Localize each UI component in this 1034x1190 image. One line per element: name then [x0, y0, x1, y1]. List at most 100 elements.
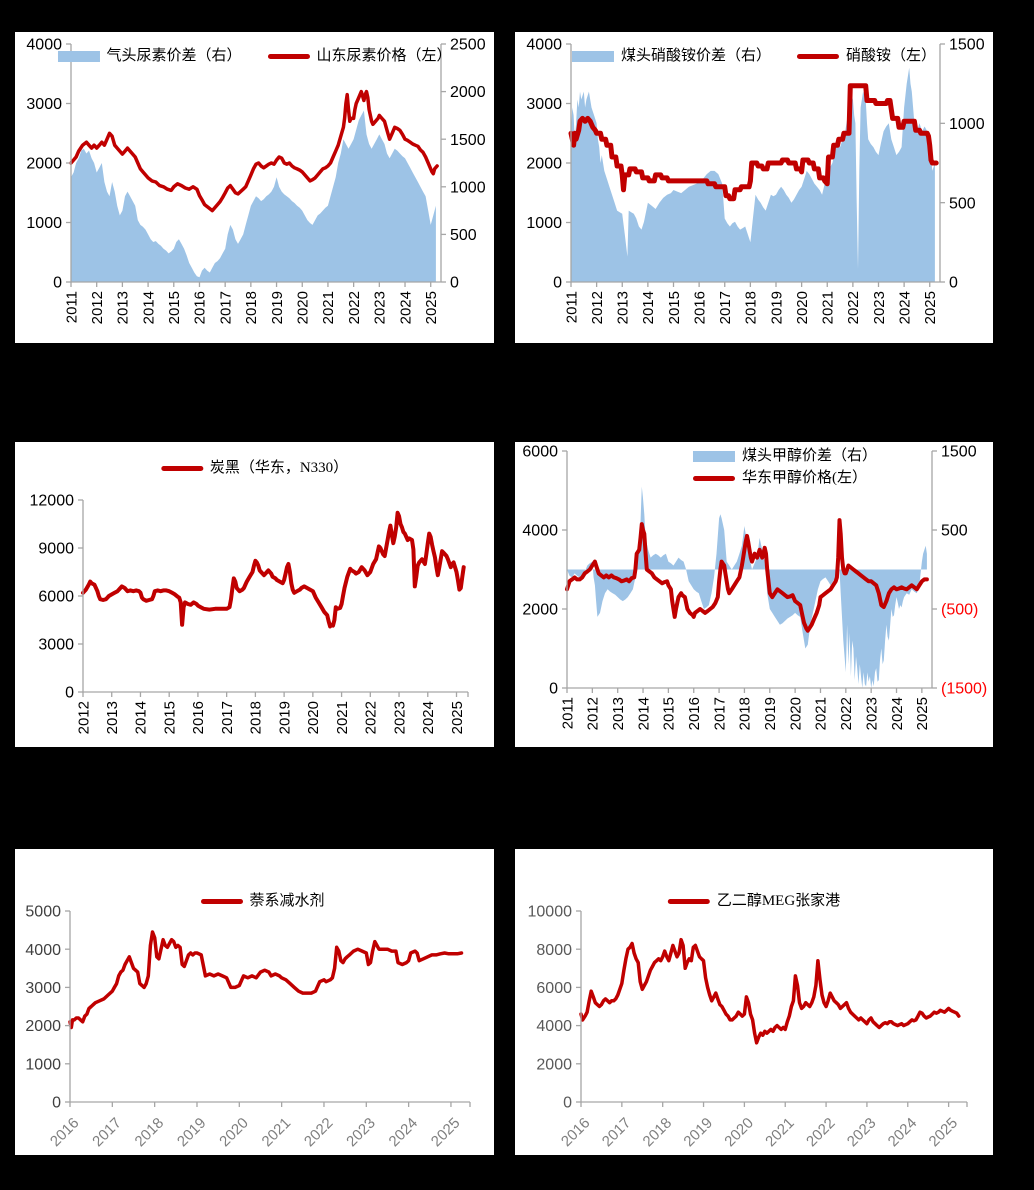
- x-axis-tick-label: 2018: [743, 291, 760, 324]
- x-axis-tick-label: 2012: [89, 291, 106, 324]
- right-axis-tick-label: 1500: [949, 37, 985, 54]
- legend-item: 乙二醇MEG张家港: [667, 893, 841, 910]
- left-axis-tick-label: 5000: [25, 904, 61, 921]
- x-axis-tick-label: 2013: [115, 291, 132, 324]
- legend-line-swatch-icon: [267, 54, 310, 60]
- left-axis-tick-label: 4000: [25, 942, 61, 959]
- left-axis-tick-label: 3000: [25, 980, 61, 997]
- left-axis-tick-label: 3000: [26, 96, 62, 113]
- legend-label: 硝酸铵（左）: [846, 48, 937, 64]
- x-axis-tick-label: 2018: [243, 291, 260, 324]
- right-axis-tick-label: 1000: [450, 179, 486, 196]
- x-axis-tick-label: 2020: [305, 701, 322, 734]
- x-axis-tick-label: 2017: [711, 697, 728, 730]
- x-axis-tick-label: 2011: [563, 291, 580, 323]
- legend-label: 乙二醇MEG张家港: [716, 893, 841, 909]
- area-series: [71, 110, 436, 282]
- right-axis-tick-label: 2500: [450, 37, 486, 54]
- x-axis-tick-label: 2019: [768, 291, 785, 324]
- left-axis-tick-label: 6000: [38, 589, 74, 606]
- x-axis-tick-label: 2023: [372, 291, 389, 324]
- right-axis-tick-label: 0: [949, 275, 958, 292]
- axes: [66, 43, 446, 287]
- left-axis-tick-label: 2000: [25, 1018, 61, 1035]
- left-axis-tick-label: 12000: [30, 493, 75, 510]
- line-series: [568, 83, 939, 202]
- x-axis-tick-label: 2016: [558, 1115, 594, 1151]
- x-axis-tick-label: 2013: [104, 701, 121, 734]
- x-axis-tick-label: 2015: [666, 291, 683, 324]
- left-axis-tick-label: 8000: [536, 942, 572, 959]
- chart-panel-methanol: 煤头甲醇价差（右） 华东甲醇价格(左） 0 2000 4000 6000 (1500) (50…: [515, 442, 993, 747]
- line-series: [81, 510, 466, 629]
- legend-line-swatch-icon: [692, 476, 735, 482]
- x-axis-tick-label: 2017: [599, 1115, 635, 1151]
- left-axis-tick-label: 6000: [522, 444, 558, 461]
- x-axis-tick-label: 2011: [63, 291, 80, 323]
- legend-label: 炭黑（华东，N330）: [209, 460, 349, 476]
- x-axis-tick-label: 2020: [794, 291, 811, 324]
- x-axis-tick-label: 2012: [589, 291, 606, 324]
- left-axis-tick-label: 4000: [536, 1018, 572, 1035]
- line-series: [579, 937, 961, 1045]
- x-axis-tick-label: 2015: [661, 697, 678, 730]
- x-axis-tick-label: 2025: [428, 1115, 464, 1151]
- x-axis-tick-label: 2020: [216, 1115, 252, 1151]
- legend-item: 炭黑（华东，N330）: [160, 460, 349, 477]
- left-axis-tick-label: 0: [549, 681, 558, 698]
- right-axis-tick-label: 500: [941, 523, 968, 540]
- x-axis-tick-label: 2021: [762, 1115, 798, 1151]
- left-axis-tick-label: 4000: [522, 523, 558, 540]
- legend-item: 硝酸铵（左）: [797, 48, 936, 65]
- x-axis-tick-label: 2014: [635, 697, 652, 730]
- axes: [576, 910, 968, 1107]
- x-axis-tick-label: 2018: [737, 697, 754, 730]
- line-series: [565, 518, 929, 633]
- right-axis-tick-label: 1500: [941, 444, 977, 461]
- x-axis-tick-label: 2020: [721, 1115, 757, 1151]
- x-axis-tick-label: 2016: [190, 701, 207, 734]
- left-axis-tick-label: 10000: [528, 904, 573, 921]
- x-axis-tick-label: 2024: [420, 701, 437, 734]
- legend-item: 煤头甲醇价差（右）: [692, 448, 877, 465]
- x-axis-tick-label: 2020: [295, 291, 312, 324]
- x-axis-tick-label: 2013: [610, 697, 627, 730]
- chart-legend: 萘系减水剂: [200, 893, 325, 910]
- x-axis-tick-label: 2012: [75, 701, 92, 734]
- x-axis-tick-label: 2012: [585, 697, 602, 730]
- right-axis-tick-label: 2000: [450, 84, 486, 101]
- legend-label: 煤头硝酸铵价差（右）: [620, 48, 771, 64]
- legend-label: 山东尿素价格（左）: [316, 48, 452, 64]
- x-axis-tick-label: 2018: [248, 701, 265, 734]
- left-axis-tick-label: 3000: [38, 637, 74, 654]
- x-axis-tick-label: 2016: [192, 291, 209, 324]
- legend-line-swatch-icon: [200, 899, 243, 905]
- x-axis-tick-label: 2023: [343, 1115, 379, 1151]
- chart-canvas: 0 3000 6000 9000 12000 2012 2013 2014 2015 2016 20…: [30, 493, 469, 734]
- x-axis-tick-label: 2018: [640, 1115, 676, 1151]
- x-axis-tick-label: 2014: [640, 291, 657, 324]
- x-axis-tick-label: 2015: [161, 701, 178, 734]
- left-axis-tick-label: 0: [53, 275, 62, 292]
- x-axis-tick-label: 2025: [914, 697, 931, 730]
- left-axis-tick-label: 9000: [38, 541, 74, 558]
- left-axis-tick-label: 6000: [536, 980, 572, 997]
- axes: [78, 499, 469, 697]
- axes: [566, 43, 945, 287]
- x-axis-tick-label: 2018: [132, 1115, 168, 1151]
- line-series: [68, 930, 464, 1030]
- x-axis-tick-label: 2020: [787, 697, 804, 730]
- x-axis-tick-label: 2013: [615, 291, 632, 324]
- x-axis-tick-label: 2017: [717, 291, 734, 324]
- left-axis-tick-label: 3000: [526, 96, 562, 113]
- right-axis-tick-label: 1500: [450, 132, 486, 149]
- x-axis-tick-label: 2024: [889, 697, 906, 730]
- left-axis-tick-label: 1000: [526, 215, 562, 232]
- left-axis-tick-label: 4000: [26, 37, 62, 54]
- left-axis-tick-label: 0: [553, 275, 562, 292]
- right-axis-tick-label: 1000: [949, 116, 985, 133]
- x-axis-tick-label: 2024: [397, 291, 414, 324]
- legend-line-swatch-icon: [667, 899, 710, 905]
- chart-canvas: 0 1000 2000 3000 4000 0 500 1000 1500 2000 2500 201…: [26, 37, 486, 325]
- x-axis-tick-label: 2024: [885, 1115, 921, 1151]
